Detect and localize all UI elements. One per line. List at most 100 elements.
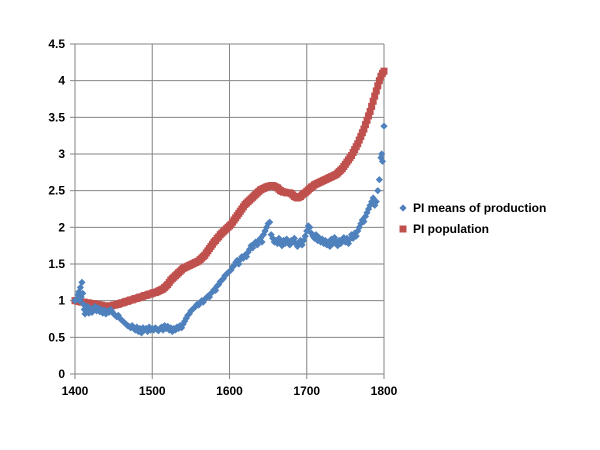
data-point [369,97,377,105]
data-point [374,82,382,90]
data-point [252,238,260,246]
data-point [377,154,385,162]
data-point [258,238,266,246]
data-point [374,187,382,195]
data-point [327,235,336,243]
data-point [139,324,147,332]
data-point [272,236,280,245]
data-point [79,289,87,297]
data-point [284,238,292,246]
data-point [361,121,369,129]
data-point [380,67,388,75]
data-point [375,176,383,184]
data-point [368,102,376,110]
data-point [354,227,362,235]
y-tick-label: 2.5 [48,184,65,198]
data-point [167,324,175,332]
data-point [266,218,274,226]
x-tick-labels: 1400 1500 1600 1700 1800 [62,384,398,398]
data-point [96,308,104,316]
data-point [259,231,268,239]
data-point [337,239,345,248]
legend: PI means of production PI population [399,201,546,236]
y-tick-label: 1 [58,294,65,308]
data-point [340,234,348,242]
y-tick-label: 0 [58,367,65,381]
data-point [256,234,264,242]
data-point [81,310,89,318]
data-point [360,125,368,133]
data-point [88,308,96,316]
data-point [276,238,285,246]
data-point [363,116,371,124]
data-point [181,317,189,325]
y-tick-label: 3.5 [48,110,65,124]
data-point [354,140,362,148]
y-tick-labels: 0 0.5 1 1.5 2 2.5 3 3.5 4 4.5 [48,37,65,381]
data-point [261,227,269,235]
legend-label: PI means of production [413,201,546,215]
data-point [357,132,365,140]
data-point [283,235,291,243]
data-point [371,92,379,100]
data-point [306,223,314,231]
x-tick-label: 1700 [293,384,320,398]
legend-marker-square [399,225,407,233]
legend-label: PI population [413,222,489,236]
legend-item: PI population [399,222,489,236]
data-point [161,322,169,330]
data-point [227,266,235,274]
data-point [102,310,110,318]
data-point [312,231,320,239]
data-point [176,322,184,330]
data-point [321,236,329,245]
data-point [344,239,353,248]
data-point [355,136,363,144]
y-tick-label: 4 [58,74,65,88]
data-point [236,256,244,264]
data-point [372,198,380,206]
y-tick-label: 2 [58,220,65,234]
data-point [99,309,107,317]
x-tick-label: 1600 [216,384,243,398]
data-point [310,234,319,242]
data-point [366,201,374,209]
data-point [315,234,323,242]
data-point [105,308,113,316]
y-tick-label: 3 [58,147,65,161]
data-point [351,229,359,237]
data-point [179,320,187,328]
data-point [75,288,83,296]
data-point [128,322,136,330]
data-point [273,239,281,248]
data-point [378,150,386,158]
series-layer [71,67,388,337]
data-point [278,242,286,250]
data-point [317,238,325,246]
data-point [378,157,387,165]
data-point [364,205,373,213]
data-point [380,122,388,130]
data-point [326,242,334,250]
data-point [334,242,342,250]
y-tick-label: 4.5 [48,37,65,51]
data-point [208,288,217,296]
data-point [298,241,306,249]
data-point [366,107,374,115]
data-point [267,231,275,239]
y-tick-label: 1.5 [48,257,65,271]
data-point [253,241,261,249]
data-point [361,212,370,220]
data-point [78,278,86,286]
data-point [358,129,366,137]
data-point [355,223,363,231]
data-point [108,308,116,316]
data-point [196,299,204,307]
data-point [365,112,373,120]
data-point [289,238,297,246]
data-point [262,223,271,231]
x-tick-label: 1400 [62,384,89,398]
series-pi-means-of-production [71,122,388,337]
